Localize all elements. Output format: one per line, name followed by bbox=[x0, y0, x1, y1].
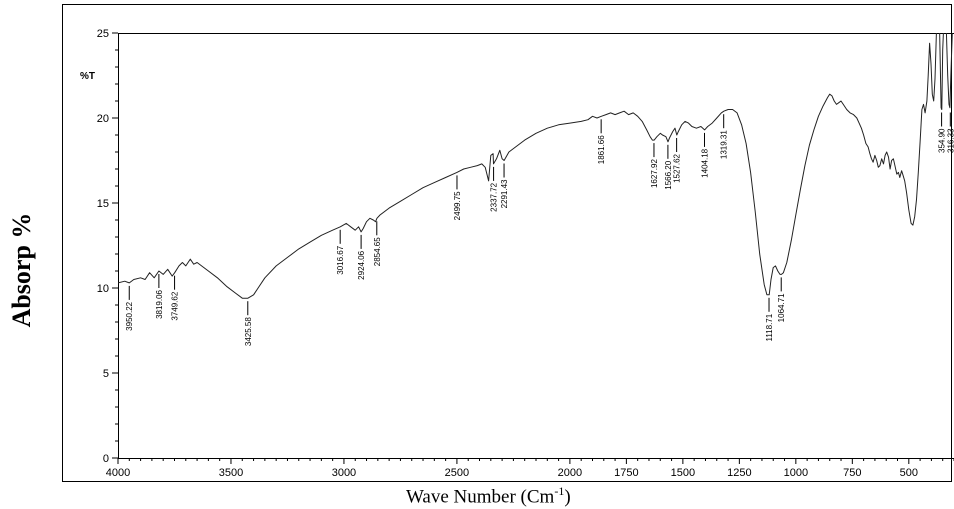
peak-label: 2924.06 bbox=[357, 250, 366, 279]
y-axis: 0 5 10 15 20 25 bbox=[97, 28, 118, 465]
peak-label: 1064.71 bbox=[777, 293, 786, 322]
peak-label: 1527.62 bbox=[673, 153, 682, 182]
x-tick-label: 3500 bbox=[219, 467, 243, 479]
peak-label: 2499.75 bbox=[453, 191, 462, 220]
plot-frame bbox=[118, 33, 954, 459]
x-tick-label: 1250 bbox=[727, 467, 751, 479]
x-tick-label: 3000 bbox=[332, 467, 356, 479]
peak-label: 354.90 bbox=[938, 128, 947, 153]
x-tick-label: 2000 bbox=[558, 467, 582, 479]
peak-label: 316.33 bbox=[946, 128, 954, 153]
y-tick-label: 5 bbox=[103, 368, 109, 380]
peak-label: 2291.43 bbox=[500, 179, 509, 208]
y-tick-label: 0 bbox=[103, 453, 109, 465]
x-tick-label: 4000 bbox=[106, 467, 130, 479]
x-axis-title: Wave Number (Cm-1) bbox=[406, 484, 571, 508]
x-tick-label: 750 bbox=[843, 467, 861, 479]
y-unit-label: %T bbox=[80, 71, 95, 82]
y-tick-label: 20 bbox=[97, 113, 109, 125]
peak-label: 1861.66 bbox=[597, 135, 606, 164]
x-axis: 4000 3500 3000 2500 2000 1750 1500 1250 1000 750 5… bbox=[106, 458, 954, 479]
peak-label: 1118.71 bbox=[765, 313, 774, 341]
y-axis-title: Absorp % bbox=[7, 212, 36, 328]
x-tick-label: 500 bbox=[900, 467, 918, 479]
peak-label: 3749.62 bbox=[171, 291, 180, 320]
peak-label: 3425.58 bbox=[244, 317, 253, 346]
peak-labels: 3950.22 3819.06 3749.62 3425.58 3016.67 2924.… bbox=[125, 112, 954, 346]
y-tick-label: 10 bbox=[97, 283, 109, 295]
x-tick-label: 2500 bbox=[445, 467, 469, 479]
spectrum-line bbox=[118, 33, 953, 299]
series-layer bbox=[118, 33, 953, 299]
peak-label: 1627.92 bbox=[650, 159, 659, 188]
x-tick-label: 1000 bbox=[784, 467, 808, 479]
x-tick-label: 1500 bbox=[671, 467, 695, 479]
peak-label: 2337.72 bbox=[490, 182, 499, 211]
y-tick-label: 25 bbox=[97, 28, 109, 40]
peak-label: 2854.65 bbox=[373, 237, 382, 266]
peak-label: 1566.20 bbox=[664, 160, 673, 189]
peak-label: 3819.06 bbox=[155, 289, 164, 318]
x-tick-label: 1750 bbox=[614, 467, 638, 479]
peak-label: 3950.22 bbox=[125, 301, 134, 330]
peak-label: 3016.67 bbox=[336, 245, 345, 274]
peak-label: 1404.18 bbox=[701, 148, 710, 177]
outer-frame bbox=[62, 4, 952, 482]
y-tick-label: 15 bbox=[97, 198, 109, 210]
peak-label: 1319.31 bbox=[720, 130, 729, 159]
